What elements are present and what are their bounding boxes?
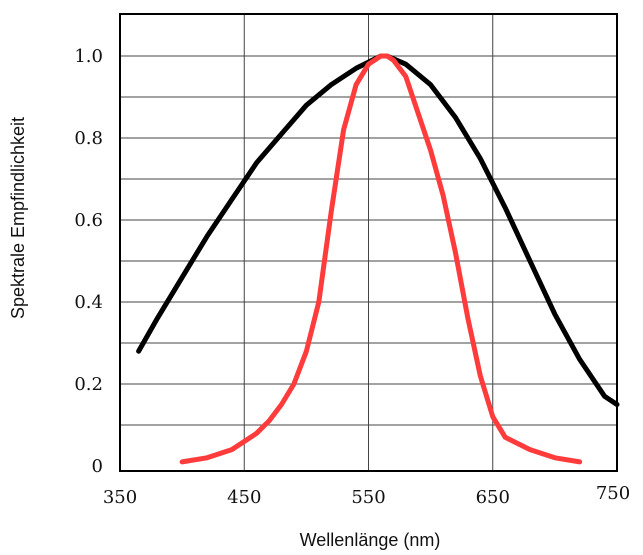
series-line-0 xyxy=(136,53,620,407)
plot-frame xyxy=(119,13,618,472)
y-tick-label-2: 0.4 xyxy=(74,292,103,313)
series-group xyxy=(136,53,620,465)
x-tick-label-2: 550 xyxy=(351,487,385,508)
y-tick-labels: 0 0.2 0.4 0.6 0.8 1.0 xyxy=(74,46,103,477)
x-axis-label: Wellenlänge (nm) xyxy=(300,530,441,550)
y-tick-label-5: 1.0 xyxy=(74,46,103,67)
x-tick-label-0: 350 xyxy=(103,487,137,508)
x-tick-label-1: 450 xyxy=(227,487,261,508)
x-tick-labels: 350 450 550 650 750 xyxy=(103,483,630,508)
y-tick-label-4: 0.8 xyxy=(74,128,103,149)
y-tick-label-0: 0 xyxy=(92,456,103,477)
y-tick-label-1: 0.2 xyxy=(74,374,103,395)
y-tick-label-3: 0.6 xyxy=(74,210,103,231)
gridlines xyxy=(120,14,617,471)
x-tick-label-3: 650 xyxy=(476,487,510,508)
series-line-1 xyxy=(179,53,583,465)
y-axis-label: Spektrale Empfindlichkeit xyxy=(8,117,28,319)
x-tick-label-4: 750 xyxy=(596,483,630,504)
